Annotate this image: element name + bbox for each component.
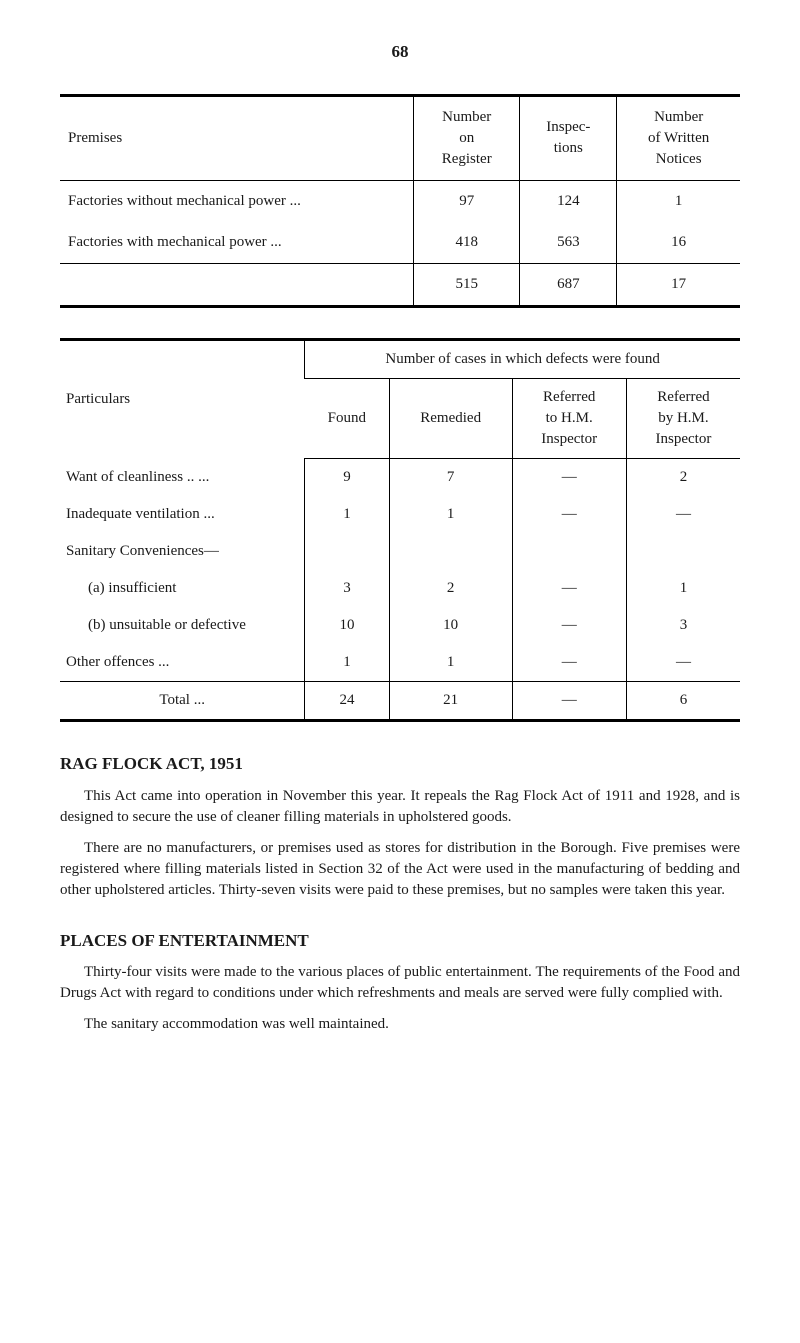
particulars-row-sublabel: (a) insufficient	[60, 570, 305, 607]
particulars-cell: 2	[389, 570, 512, 607]
particulars-total-label: Total ...	[60, 681, 305, 720]
particulars-total-row: Total ... 24 21 — 6	[60, 681, 740, 720]
table-row: Sanitary Conveniences—	[60, 533, 740, 570]
particulars-cell: 2	[626, 458, 740, 496]
premises-header-notices: Number of Written Notices	[617, 95, 740, 180]
table-row: Factories with mechanical power ... 418 …	[60, 222, 740, 264]
particulars-cell: 1	[389, 644, 512, 682]
premises-row-register: 97	[414, 180, 520, 222]
table-row: Want of cleanliness .. ... 9 7 — 2	[60, 458, 740, 496]
particulars-cell	[389, 533, 512, 570]
premises-header-register: Number on Register	[414, 95, 520, 180]
table-row: Inadequate ventilation ... 1 1 — —	[60, 496, 740, 533]
particulars-cell: —	[512, 496, 626, 533]
premises-row-notices: 1	[617, 180, 740, 222]
premises-total-notices: 17	[617, 263, 740, 306]
particulars-cell: —	[512, 644, 626, 682]
particulars-cell: 21	[389, 681, 512, 720]
particulars-subheader-remedied: Remedied	[389, 378, 512, 458]
particulars-cell: 7	[389, 458, 512, 496]
table-row: Other offences ... 1 1 — —	[60, 644, 740, 682]
particulars-cell: —	[512, 458, 626, 496]
premises-row-register: 418	[414, 222, 520, 264]
particulars-cell: —	[626, 644, 740, 682]
particulars-row-label: Want of cleanliness .. ...	[60, 458, 305, 496]
premises-row-inspections: 124	[520, 180, 617, 222]
premises-table: Premises Number on Register Inspec- tion…	[60, 94, 740, 308]
premises-total-label	[60, 263, 414, 306]
premises-total-register: 515	[414, 263, 520, 306]
rag-flock-title: RAG FLOCK ACT, 1951	[60, 752, 740, 776]
entertainment-title: PLACES OF ENTERTAINMENT	[60, 929, 740, 953]
particulars-cell	[626, 533, 740, 570]
particulars-cell: —	[512, 681, 626, 720]
premises-header-row: Premises Number on Register Inspec- tion…	[60, 95, 740, 180]
premises-header-label: Premises	[60, 95, 414, 180]
particulars-cell: 1	[626, 570, 740, 607]
particulars-row-sublabel: (b) unsuitable or defective	[60, 607, 305, 644]
particulars-cell: 10	[389, 607, 512, 644]
particulars-cell: 9	[305, 458, 390, 496]
premises-header-inspections: Inspec- tions	[520, 95, 617, 180]
table-row: (b) unsuitable or defective 10 10 — 3	[60, 607, 740, 644]
premises-total-inspections: 687	[520, 263, 617, 306]
body-paragraph: Thirty-four visits were made to the vari…	[60, 962, 740, 1004]
premises-row-inspections: 563	[520, 222, 617, 264]
particulars-row-label: Other offences ...	[60, 644, 305, 682]
particulars-cell: 1	[305, 644, 390, 682]
particulars-table: Particulars Number of cases in which def…	[60, 338, 740, 722]
particulars-subheader-ref-by: Referred by H.M. Inspector	[626, 378, 740, 458]
page-number: 68	[60, 40, 740, 64]
particulars-cell: 6	[626, 681, 740, 720]
particulars-cell: 3	[626, 607, 740, 644]
body-paragraph: The sanitary accommodation was well main…	[60, 1014, 740, 1035]
particulars-cell: 10	[305, 607, 390, 644]
table-row: (a) insufficient 3 2 — 1	[60, 570, 740, 607]
body-paragraph: This Act came into operation in November…	[60, 786, 740, 828]
particulars-header-row-top: Particulars Number of cases in which def…	[60, 339, 740, 378]
body-paragraph: There are no manufacturers, or premises …	[60, 838, 740, 901]
premises-total-row: 515 687 17	[60, 263, 740, 306]
particulars-cell: 24	[305, 681, 390, 720]
premises-row-notices: 16	[617, 222, 740, 264]
particulars-subheader-found: Found	[305, 378, 390, 458]
particulars-row-label: Sanitary Conveniences—	[60, 533, 305, 570]
particulars-cell: —	[512, 607, 626, 644]
particulars-cell: —	[512, 570, 626, 607]
particulars-cell	[512, 533, 626, 570]
premises-row-label: Factories without mechanical power ...	[60, 180, 414, 222]
particulars-header-main: Number of cases in which defects were fo…	[305, 339, 740, 378]
particulars-cell: —	[626, 496, 740, 533]
particulars-header-label: Particulars	[60, 339, 305, 458]
particulars-cell: 1	[389, 496, 512, 533]
particulars-cell: 1	[305, 496, 390, 533]
particulars-cell: 3	[305, 570, 390, 607]
table-row: Factories without mechanical power ... 9…	[60, 180, 740, 222]
particulars-cell	[305, 533, 390, 570]
particulars-row-label: Inadequate ventilation ...	[60, 496, 305, 533]
particulars-subheader-ref-to: Referred to H.M. Inspector	[512, 378, 626, 458]
premises-row-label: Factories with mechanical power ...	[60, 222, 414, 264]
